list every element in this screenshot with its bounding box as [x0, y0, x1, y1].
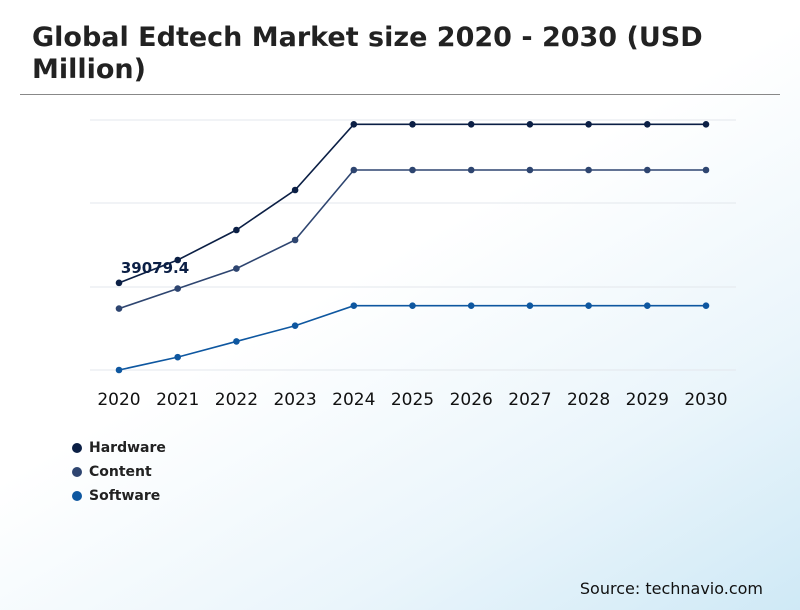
x-tick-label-2029: 2029	[626, 390, 669, 410]
point-software-2030	[702, 302, 710, 310]
point-hardware-2027	[526, 120, 534, 128]
point-content-2028	[585, 166, 592, 174]
point-content-2029	[644, 166, 651, 174]
edtech-line-chart: 2020 2021 2022 2023 2024 2025 2026 2027 2028 2029…	[90, 119, 736, 410]
point-content-2027	[526, 166, 534, 174]
point-software-2020	[115, 366, 123, 374]
chart-title: Global Edtech Market size 2020 - 2030 (U…	[32, 22, 703, 85]
point-software-2026	[467, 302, 475, 310]
series-line-software	[118, 304, 706, 371]
point-software-2022	[233, 338, 240, 345]
point-hardware-2024	[350, 120, 358, 128]
point-content-2025	[409, 166, 416, 174]
x-tick-label-2025: 2025	[391, 390, 434, 410]
point-content-2022	[233, 265, 240, 272]
point-content-2026	[467, 166, 475, 174]
point-content-2021	[174, 285, 181, 292]
point-software-2024	[350, 302, 358, 310]
legend-label: Software	[89, 488, 161, 504]
legend-item-hardware: Hardware	[72, 436, 166, 460]
x-tick-label-2020: 2020	[97, 390, 140, 410]
legend-marker	[72, 443, 82, 453]
point-content-2023	[291, 236, 299, 244]
legend-label: Content	[89, 464, 152, 480]
x-tick-label-2022: 2022	[215, 390, 258, 410]
source-label: Source: technavio.com	[579, 579, 763, 598]
legend-label: Hardware	[89, 440, 166, 456]
legend-marker	[72, 467, 82, 477]
point-hardware-2029	[644, 120, 651, 128]
x-tick-label-2023: 2023	[273, 390, 316, 410]
point-hardware-2028	[585, 120, 592, 128]
x-tick-label-2026: 2026	[450, 390, 493, 410]
point-content-2030	[702, 166, 710, 174]
point-hardware-2023	[291, 186, 299, 194]
legend-item-content: Content	[72, 460, 166, 484]
legend-item-software: Software	[72, 484, 166, 508]
point-software-2029	[644, 302, 651, 310]
point-content-2020	[115, 305, 123, 312]
x-tick-label-2024: 2024	[332, 390, 375, 410]
x-tick-label-2028: 2028	[567, 390, 610, 410]
point-hardware-2030	[702, 120, 710, 128]
point-hardware-2026	[467, 120, 475, 128]
point-content-2024	[350, 166, 358, 174]
point-hardware-2022	[233, 226, 240, 234]
x-tick-label-2021: 2021	[156, 390, 199, 410]
point-hardware-2020	[115, 279, 123, 287]
point-software-2023	[291, 322, 299, 330]
data-label-0: 39079.4	[121, 259, 189, 277]
legend-marker	[72, 491, 82, 501]
point-software-2021	[174, 353, 181, 361]
x-tick-label-2030: 2030	[684, 390, 727, 410]
series-line-hardware	[118, 123, 706, 284]
point-software-2028	[585, 302, 592, 310]
point-hardware-2021	[174, 256, 181, 264]
chart-legend: Hardware Content Software	[72, 436, 166, 508]
point-hardware-2025	[409, 120, 416, 128]
point-software-2027	[526, 302, 534, 310]
series-line-content	[118, 169, 706, 310]
title-divider	[20, 94, 780, 95]
point-software-2025	[409, 302, 416, 310]
x-tick-label-2027: 2027	[508, 390, 551, 410]
